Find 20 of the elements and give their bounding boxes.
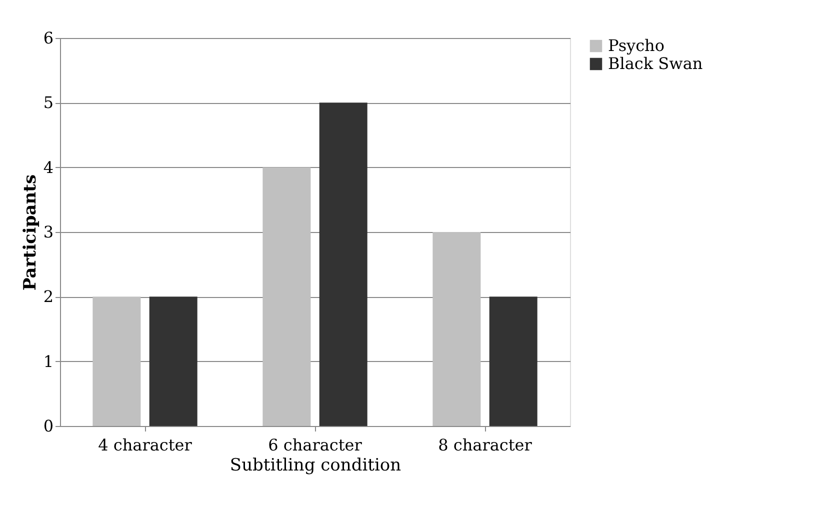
y-axis-title: Participants [20, 174, 40, 291]
y-tick-label: 1 [43, 352, 54, 371]
bar [489, 296, 538, 426]
bar [432, 232, 481, 426]
x-tick-label: 8 character [438, 436, 532, 454]
bar [262, 167, 311, 426]
bar [149, 296, 198, 426]
bar [319, 102, 368, 426]
y-tick-label: 4 [43, 158, 54, 177]
legend-label: Psycho [608, 36, 664, 55]
y-tick-label: 5 [43, 93, 54, 112]
y-tick-label: 3 [43, 222, 54, 242]
x-tick-label: 4 character [98, 436, 192, 454]
y-tick-label: 2 [43, 287, 54, 306]
legend-label: Black Swan [608, 54, 703, 73]
bar [92, 296, 141, 426]
y-tick-label: 6 [43, 28, 54, 48]
x-tick-label: 6 character [268, 436, 362, 454]
x-axis-title: Subtitling condition [230, 456, 402, 476]
y-tick-label: 0 [43, 416, 54, 436]
